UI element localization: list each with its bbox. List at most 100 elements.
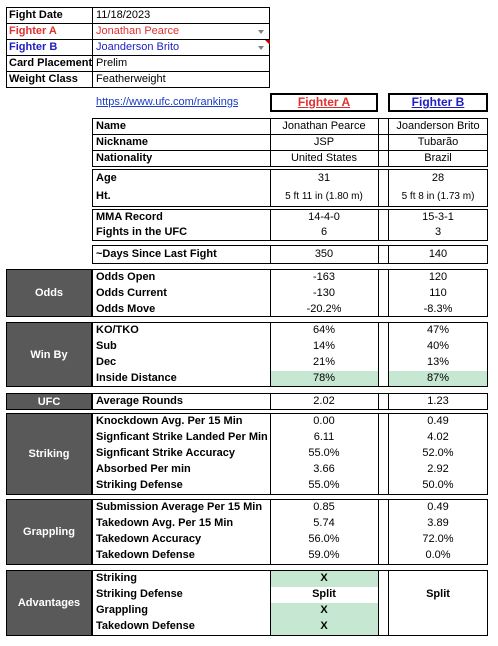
striking-defense-label: Striking Defense (96, 479, 183, 491)
takedown-avg-label: Takedown Avg. Per 15 Min (96, 517, 234, 529)
adv-takedown-defense-label: Takedown Defense (96, 620, 195, 632)
dec-label: Dec (96, 356, 117, 368)
physical-table (92, 169, 488, 207)
absorbed-b: 2.92 (427, 463, 449, 475)
striking-section-header: Striking (6, 413, 92, 495)
fight-date-value[interactable]: 11/18/2023 (96, 9, 151, 21)
height-b: 5 ft 8 in (1.73 m) (401, 191, 475, 202)
strikes-landed-label: Signficant Strike Landed Per Min (96, 431, 268, 443)
weight-class-value[interactable]: Featherweight (96, 73, 166, 85)
absorbed-label: Absorbed Per min (96, 463, 191, 475)
record-table (92, 209, 488, 241)
adv-takedown-defense-a: X (320, 620, 328, 632)
grappling-adv-highlight (271, 603, 378, 635)
takedown-accuracy-a: 56.0% (308, 533, 340, 545)
knockdown-b: 0.49 (427, 415, 449, 427)
odds-move-b: -8.3% (423, 303, 453, 315)
knockdown-label: Knockdown Avg. Per 15 Min (96, 415, 243, 427)
takedown-avg-b: 3.89 (427, 517, 449, 529)
adv-striking-defense-b: Split (426, 588, 450, 600)
age-label: Age (96, 172, 117, 184)
nationality-a: United States (290, 152, 358, 164)
nationality-label: Nationality (96, 152, 153, 164)
fight-info-table (6, 7, 270, 88)
ufc-section-header: UFC (6, 393, 92, 410)
rankings-link[interactable]: https://www.ufc.com/rankings (96, 96, 239, 108)
striking-section-label: Striking (28, 448, 70, 460)
advantages-section-header: Advantages (6, 570, 92, 636)
age-a: 31 (317, 172, 331, 184)
average-rounds-a: 2.02 (313, 395, 335, 407)
dec-a: 21% (312, 356, 336, 368)
adv-striking-a: X (320, 572, 328, 584)
striking-table (92, 413, 488, 495)
fight-date-label: Fight Date (9, 9, 63, 21)
ufc-fights-b: 3 (434, 226, 442, 238)
odds-move-a: -20.2% (306, 303, 342, 315)
height-label: Ht. (96, 190, 111, 202)
days-table (92, 245, 488, 264)
takedown-accuracy-b: 72.0% (422, 533, 454, 545)
odds-open-b: 120 (428, 271, 448, 283)
winby-table (92, 322, 488, 387)
mma-record-label: MMA Record (96, 211, 163, 223)
sub-label: Sub (96, 340, 117, 352)
height-a: 5 ft 11 in (1.80 m) (285, 191, 363, 202)
ko-a: 64% (312, 324, 336, 336)
age-b: 28 (431, 172, 445, 184)
fighter-a-label: Fighter A (9, 25, 57, 37)
dropdown-arrow-icon[interactable] (258, 46, 264, 50)
inside-distance-a-highlight (271, 371, 378, 386)
profile-table (92, 118, 488, 167)
strikes-landed-a: 6.11 (313, 431, 335, 443)
adv-striking-label: Striking (96, 572, 137, 584)
grappling-table (92, 499, 488, 565)
inside-distance-label: Inside Distance (96, 372, 177, 384)
odds-current-label: Odds Current (96, 287, 167, 299)
striking-defense-a: 55.0% (308, 479, 340, 491)
advantages-section-label: Advantages (17, 597, 81, 609)
fighter-b-title: Fighter B (411, 95, 465, 109)
fighter-b-label: Fighter B (9, 41, 58, 53)
strike-accuracy-b: 52.0% (422, 447, 454, 459)
takedown-defense-a: 59.0% (308, 549, 340, 561)
odds-section-header: Odds (6, 269, 92, 317)
sub-a: 14% (312, 340, 336, 352)
winby-section-header: Win By (6, 322, 92, 387)
strike-accuracy-label: Signficant Strike Accuracy (96, 447, 235, 459)
inside-distance-b: 87% (426, 372, 450, 384)
comment-indicator-icon (265, 40, 270, 45)
ufc-table (92, 393, 488, 410)
name-label: Name (96, 120, 126, 132)
takedown-avg-a: 5.74 (313, 517, 335, 529)
days-a: 350 (314, 248, 334, 260)
submission-avg-a: 0.85 (313, 501, 335, 513)
odds-table (92, 269, 488, 317)
absorbed-a: 3.66 (313, 463, 335, 475)
odds-section-label: Odds (34, 287, 64, 299)
strike-accuracy-a: 55.0% (308, 447, 340, 459)
advantages-table (92, 570, 488, 636)
adv-grappling-label: Grappling (96, 604, 148, 616)
mma-record-a: 14-4-0 (308, 211, 340, 223)
odds-current-b: 110 (429, 287, 447, 299)
fighter-b-select[interactable]: Joanderson Brito (96, 41, 180, 53)
name-b: Joanderson Brito (396, 120, 480, 132)
fighter-a-select[interactable]: Jonathan Pearce (96, 25, 180, 37)
winby-section-label: Win By (30, 348, 68, 361)
card-placement-value[interactable]: Prelim (96, 57, 128, 69)
fighter-a-column-title (270, 93, 378, 112)
ufc-section-label: UFC (37, 395, 61, 408)
inside-distance-a: 78% (312, 372, 336, 384)
average-rounds-b: 1.23 (427, 395, 449, 407)
knockdown-a: 0.00 (313, 415, 335, 427)
dropdown-arrow-icon[interactable] (258, 30, 264, 34)
nickname-b: Tubarão (417, 136, 459, 148)
adv-striking-defense-label: Striking Defense (96, 588, 183, 600)
nationality-b: Brazil (424, 152, 452, 164)
takedown-defense-label: Takedown Defense (96, 549, 195, 561)
dec-b: 13% (426, 356, 450, 368)
grappling-section-label: Grappling (23, 526, 75, 538)
nickname-a: JSP (313, 136, 335, 148)
name-a: Jonathan Pearce (282, 120, 366, 132)
